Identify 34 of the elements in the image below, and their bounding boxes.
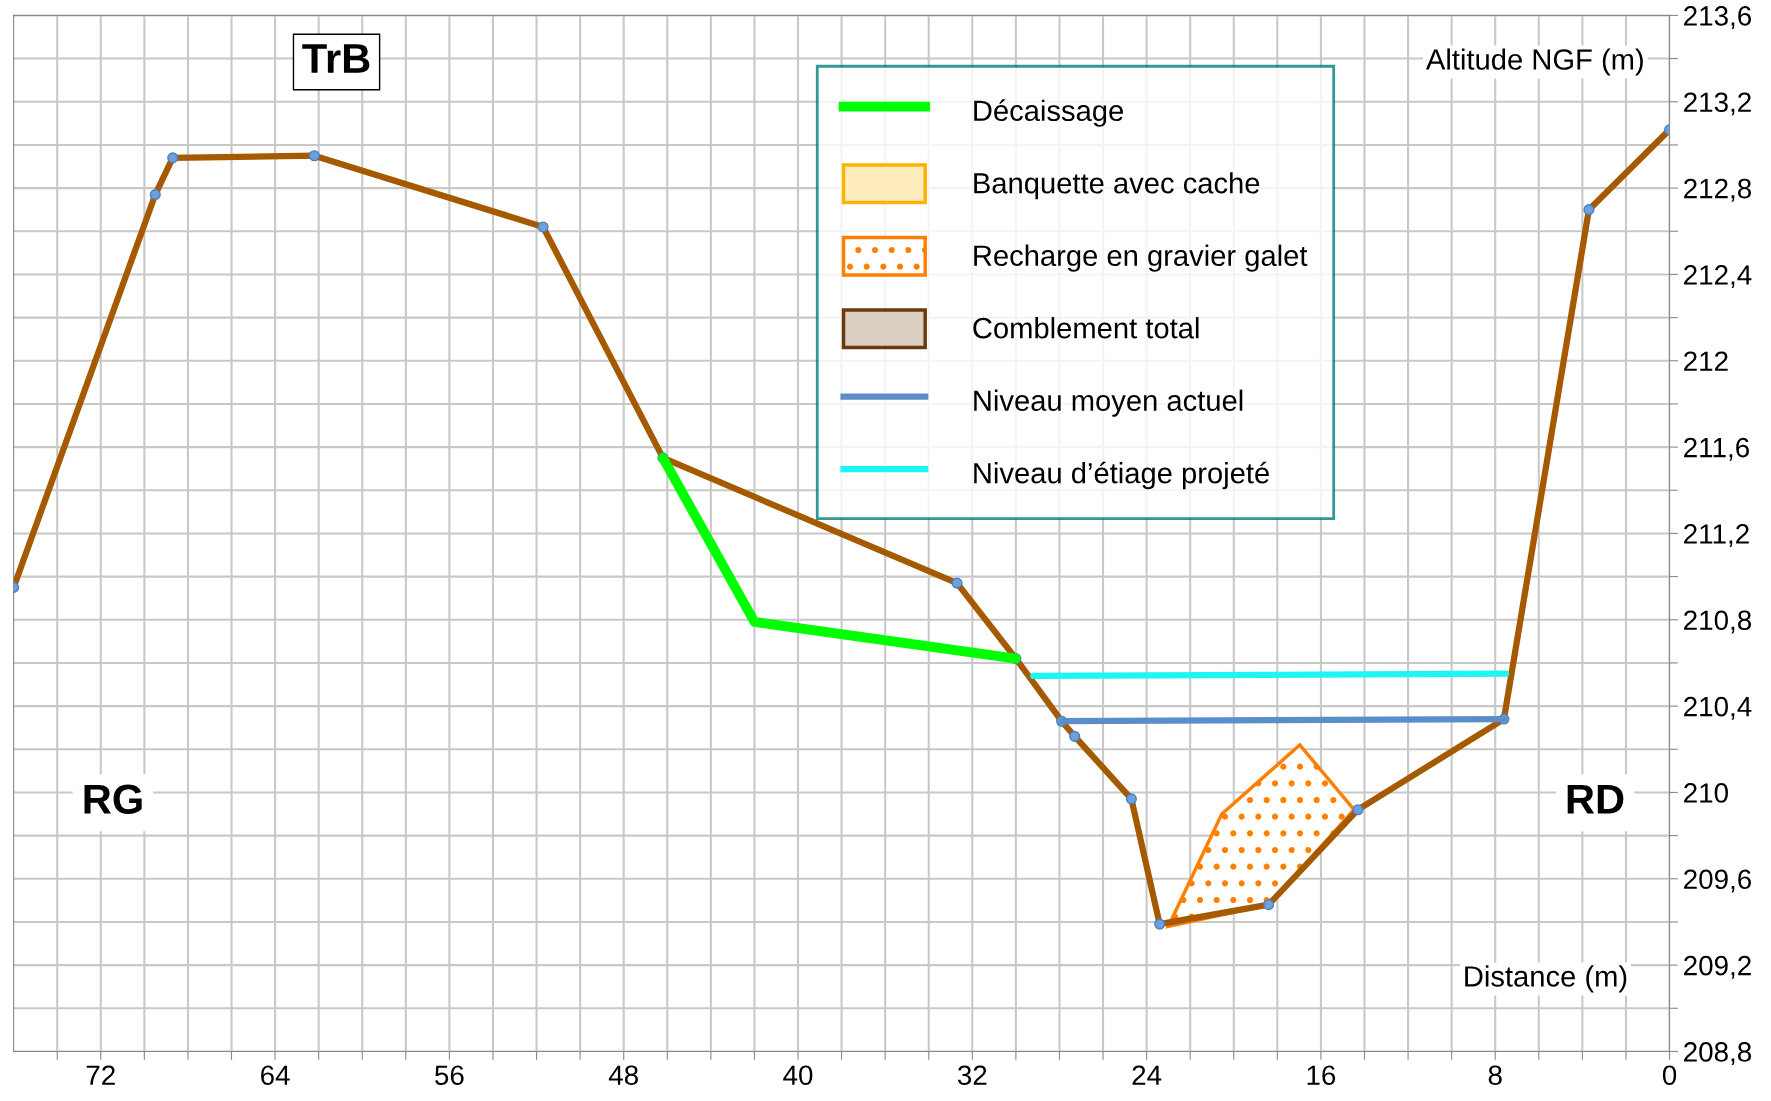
legend-label: Banquette avec cache xyxy=(974,172,1260,200)
y-tick-label: 211,2 xyxy=(1684,524,1749,548)
y-axis-title: Altitude NGF (m) xyxy=(1425,48,1643,76)
y-tick-label: 213,2 xyxy=(1684,92,1751,116)
x-axis-title: Distance (m) xyxy=(1465,965,1627,993)
x-tick-label: 64 xyxy=(261,1065,290,1086)
y-tick-label: 210,8 xyxy=(1684,610,1752,634)
x-tick-label: 8 xyxy=(1488,1065,1502,1086)
y-tick-label: 212,4 xyxy=(1684,265,1752,289)
y-tick-label: 212 xyxy=(1684,351,1728,371)
x-tick-label: 32 xyxy=(957,1065,987,1086)
y-tick-label: 209,6 xyxy=(1684,869,1752,893)
x-tick-label: 40 xyxy=(783,1065,813,1086)
y-tick-label: 210,4 xyxy=(1684,696,1752,720)
x-tick-label: 0 xyxy=(1662,1065,1677,1086)
y-tick-label: 213,6 xyxy=(1684,6,1752,30)
x-tick-label: 16 xyxy=(1307,1065,1336,1086)
legend-label: Décaissage xyxy=(974,99,1123,127)
x-tick-label: 48 xyxy=(608,1065,638,1086)
x-tick-label: 24 xyxy=(1132,1065,1162,1085)
y-tick-label: 208,8 xyxy=(1684,1042,1752,1066)
x-tick-label: 56 xyxy=(435,1065,464,1086)
legend-label: Recharge en gravier galet xyxy=(974,244,1308,272)
legend-label: Comblement total xyxy=(973,317,1199,339)
x-tick-label: 72 xyxy=(86,1065,115,1085)
y-tick-label: 212,8 xyxy=(1684,178,1752,202)
annotation: RD xyxy=(1567,784,1624,814)
y-tick-label: 211,6 xyxy=(1684,437,1749,461)
annotation: TrB xyxy=(302,44,370,73)
legend-label: Niveau d’étiage projeté xyxy=(974,461,1269,490)
y-tick-label: 209,2 xyxy=(1684,955,1751,979)
annotation: RG xyxy=(84,784,142,814)
legend-label: Niveau moyen actuel xyxy=(974,389,1243,417)
y-tick-label: 210 xyxy=(1684,783,1728,803)
